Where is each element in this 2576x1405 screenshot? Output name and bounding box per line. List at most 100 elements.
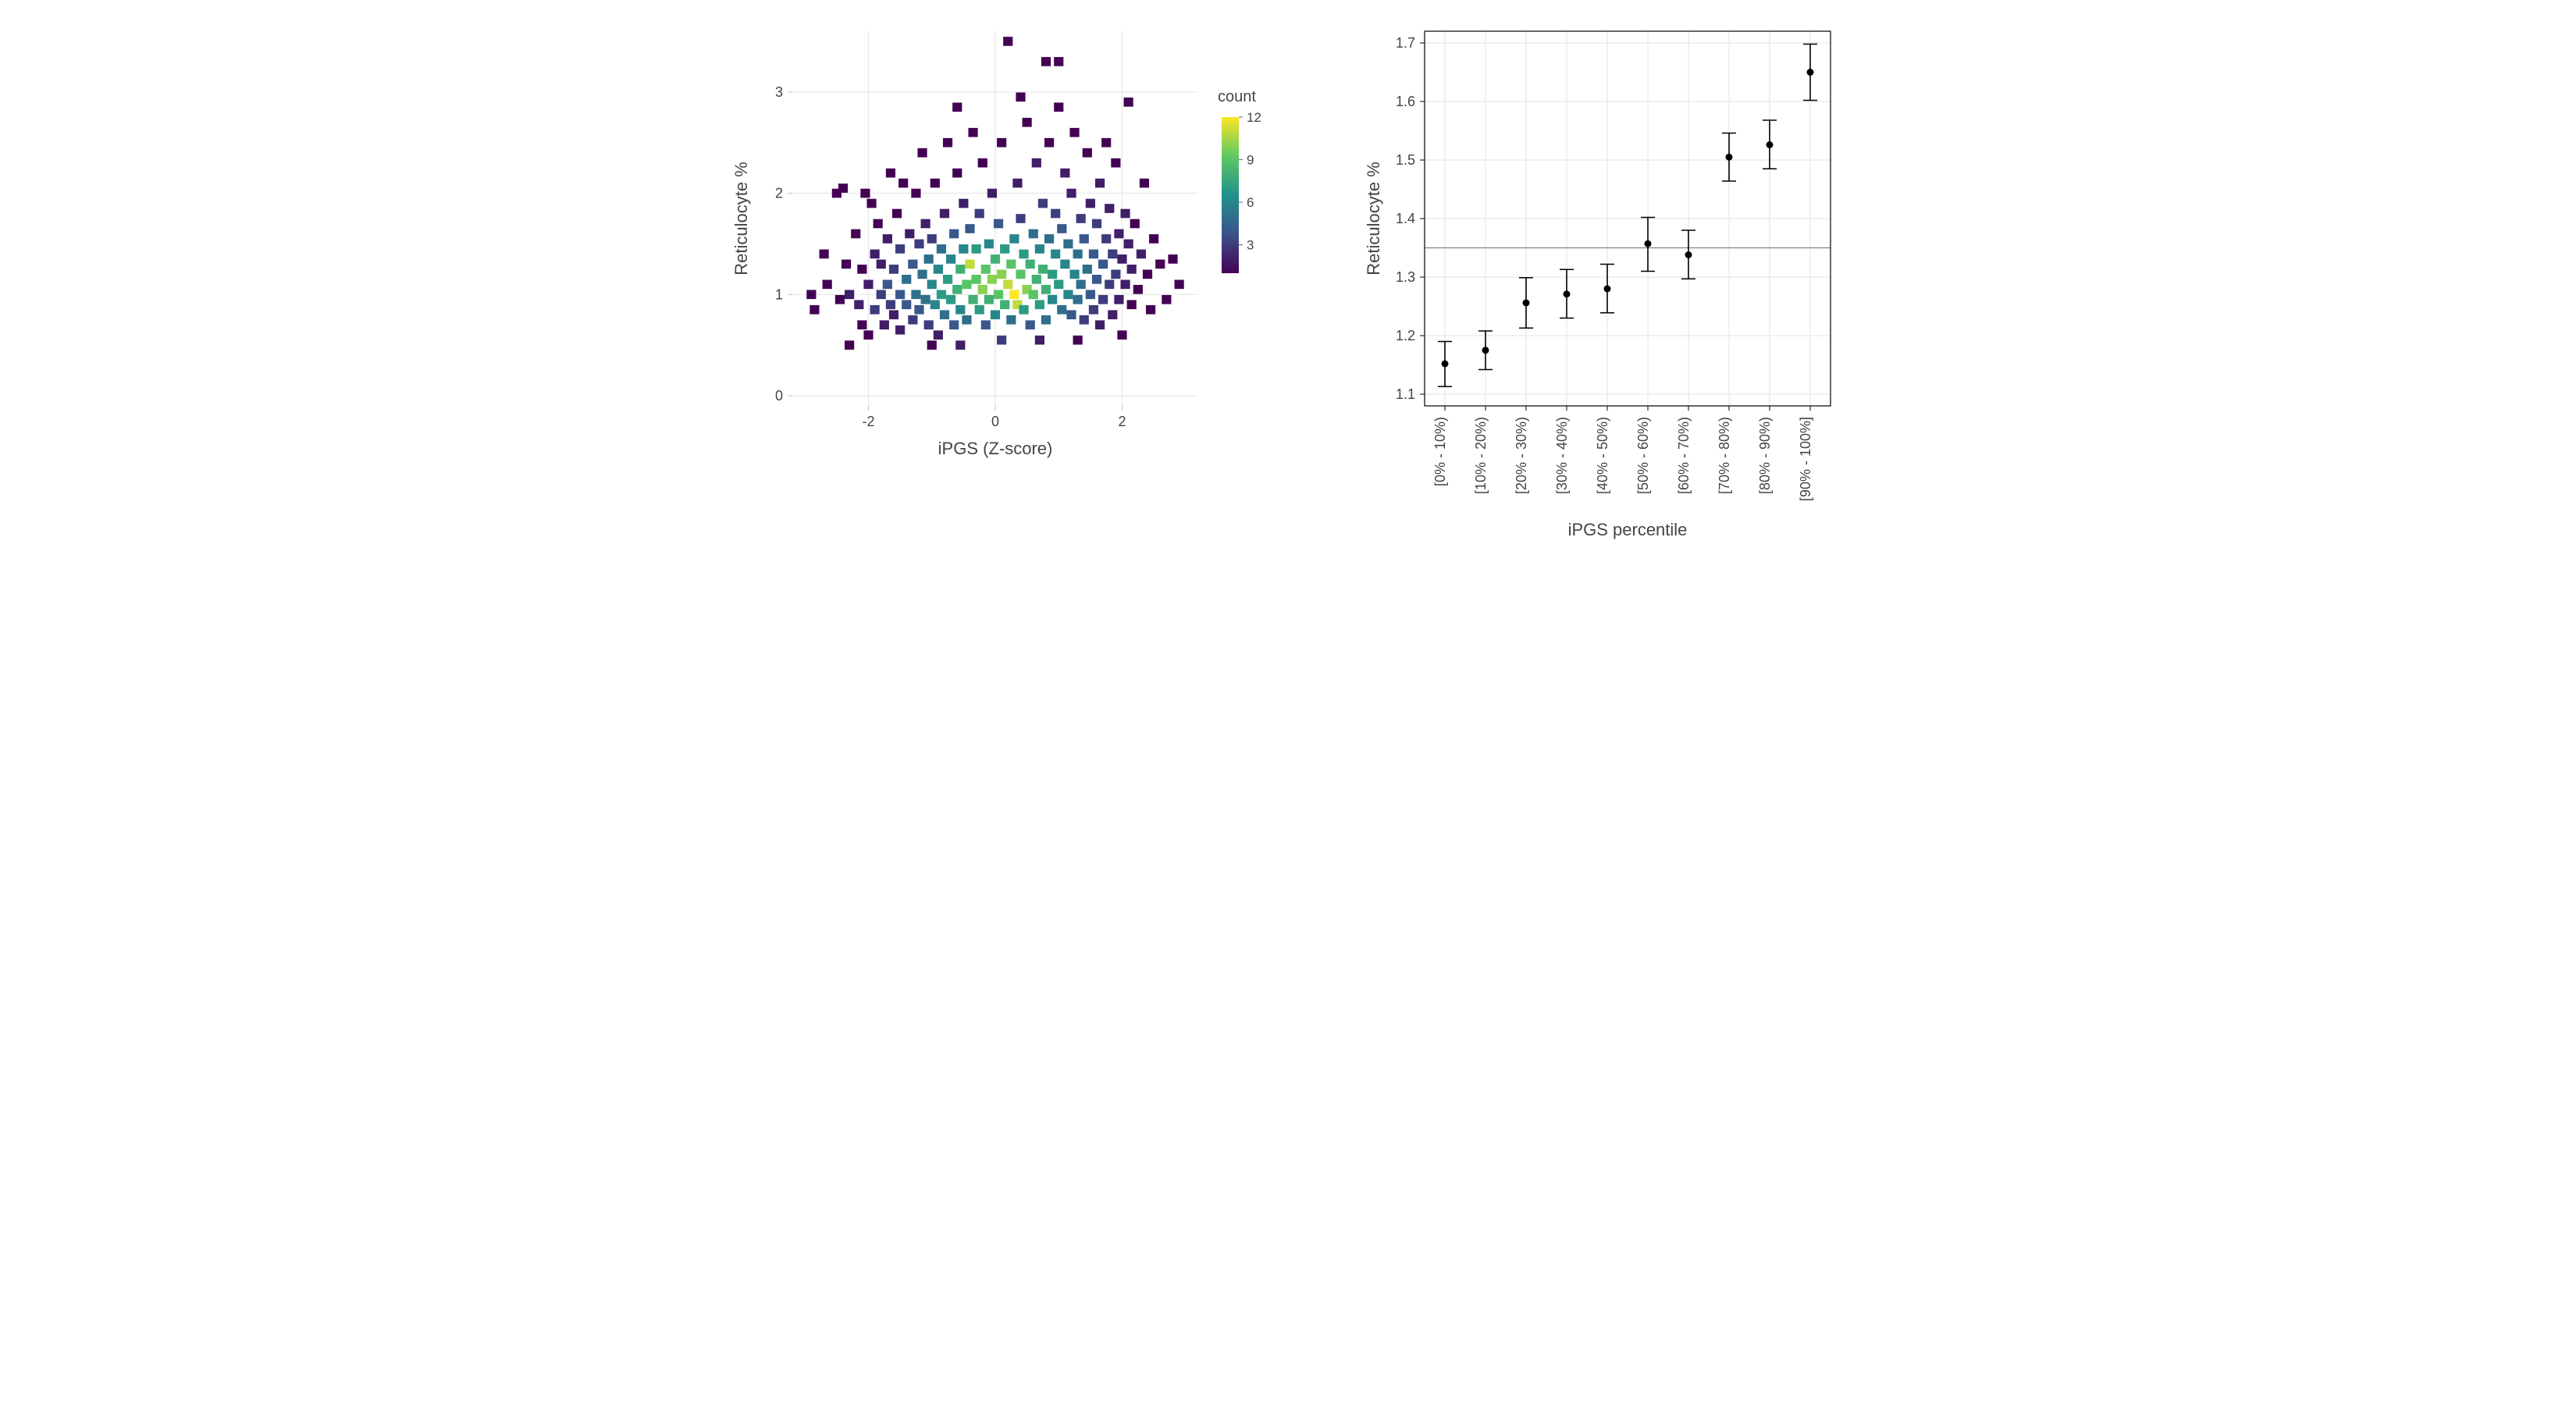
- heatmap-cell: [1114, 295, 1123, 304]
- y-axis-title: Reticulocyte %: [1364, 162, 1383, 276]
- heatmap-cell: [1073, 250, 1083, 259]
- heatmap-cell: [987, 275, 997, 284]
- colorbar: [1222, 117, 1239, 273]
- heatmap-cell: [917, 270, 927, 279]
- heatmap-cell: [981, 320, 991, 329]
- heatmap-cell: [955, 340, 965, 350]
- heatmap-cell: [978, 158, 987, 168]
- heatmap-cell: [927, 340, 937, 350]
- heatmap-cell: [943, 275, 952, 284]
- heatmap-cell: [972, 244, 981, 254]
- x-tick-label: [20% - 30%): [1514, 417, 1529, 494]
- heatmap-cell: [1026, 320, 1035, 329]
- heatmap-cell: [1016, 270, 1025, 279]
- heatmap-cell: [1003, 279, 1012, 289]
- heatmap-cell: [1124, 240, 1133, 249]
- heatmap-cell: [949, 320, 959, 329]
- heatmap-cell: [1063, 240, 1073, 249]
- data-point: [1726, 154, 1733, 161]
- heatmap-cell: [895, 244, 905, 254]
- heatmap-cell: [1009, 290, 1019, 299]
- heatmap-cell: [1127, 265, 1137, 274]
- heatmap-cell: [1080, 315, 1089, 325]
- heatmap-cell: [1060, 169, 1069, 178]
- heatmap-cell: [1038, 265, 1048, 274]
- heatmap-cell: [937, 244, 946, 254]
- heatmap-cell: [908, 315, 917, 325]
- heatmap-cell: [1006, 260, 1016, 269]
- x-tick-label: -2: [862, 414, 874, 429]
- heatmap-cell: [880, 320, 889, 329]
- heatmap-cell: [1054, 279, 1063, 289]
- heatmap-cell: [962, 315, 971, 325]
- legend-tick-label: 3: [1247, 238, 1254, 253]
- heatmap-cell: [997, 270, 1006, 279]
- y-tick-label: 1: [775, 286, 783, 302]
- heatmap-cell: [1035, 244, 1044, 254]
- heatmap-cell: [943, 138, 952, 148]
- heatmap-cell: [1117, 330, 1126, 340]
- heatmap-cell: [1006, 315, 1016, 325]
- heatmap-cell: [1108, 250, 1117, 259]
- heatmap-cell: [1120, 279, 1130, 289]
- data-point: [1604, 286, 1611, 293]
- heatmap-cell: [991, 310, 1000, 319]
- heatmap-cell: [934, 330, 943, 340]
- heatmap-cell: [845, 290, 854, 299]
- heatmap-cell: [1048, 295, 1057, 304]
- heatmap-cell: [1101, 138, 1111, 148]
- heatmap-cell: [1069, 128, 1079, 137]
- data-point: [1442, 361, 1449, 368]
- heatmap-cell: [883, 279, 892, 289]
- heatmap-cell: [1175, 279, 1184, 289]
- heatmap-cell: [1054, 102, 1063, 112]
- heatmap-cell: [1114, 229, 1123, 239]
- heatmap-cell: [902, 300, 911, 309]
- heatmap-cell: [1041, 57, 1051, 66]
- heatmap-cell: [1044, 138, 1054, 148]
- heatmap-cell: [838, 183, 848, 193]
- heatmap-cell: [1130, 219, 1140, 229]
- heatmap-cell: [1029, 290, 1038, 299]
- y-tick-label: 1.2: [1396, 328, 1415, 343]
- y-tick-label: 0: [775, 388, 783, 404]
- heatmap-cell: [1069, 270, 1079, 279]
- heatmap-cell: [1086, 199, 1095, 208]
- heatmap-cell: [1073, 336, 1083, 345]
- heatmap-cell: [1137, 250, 1146, 259]
- heatmap-cell: [1124, 98, 1133, 107]
- heatmap-cell: [987, 189, 997, 198]
- heatmap-cell: [1092, 219, 1101, 229]
- heatmap-cell: [1060, 260, 1069, 269]
- heatmap-cell: [1105, 279, 1114, 289]
- heatmap-cell: [905, 229, 914, 239]
- data-point: [1523, 300, 1530, 307]
- heatmap-cell: [924, 320, 934, 329]
- heatmap-cell: [870, 250, 880, 259]
- heatmap-cell: [934, 265, 943, 274]
- heatmap-cell: [1092, 275, 1101, 284]
- heatmap-cell: [892, 209, 902, 219]
- heatmap-cell: [1003, 37, 1012, 46]
- heatmap-cell: [1063, 290, 1073, 299]
- heatmap-cell: [1105, 204, 1114, 213]
- heatmap-cell: [959, 244, 968, 254]
- data-point: [1767, 141, 1774, 148]
- heatmap-cell: [1029, 229, 1038, 239]
- heatmap-cell: [860, 189, 870, 198]
- heatmap-cell: [968, 128, 977, 137]
- heatmap-cell: [1019, 250, 1028, 259]
- heatmap-cell: [975, 209, 984, 219]
- heatmap-cell: [952, 285, 962, 294]
- y-tick-label: 1.6: [1396, 94, 1415, 109]
- left-panel: -2020123iPGS (Z-score)Reticulocyte %coun…: [730, 16, 1315, 468]
- heatmap-cell: [940, 310, 949, 319]
- heatmap-cell: [927, 234, 937, 244]
- heatmap-cell: [851, 229, 860, 239]
- heatmap-cell: [1032, 158, 1041, 168]
- y-axis-title: Reticulocyte %: [731, 162, 751, 276]
- heatmap-cell: [1083, 265, 1092, 274]
- heatmap-cell: [978, 285, 987, 294]
- heatmap-cell: [1041, 315, 1051, 325]
- heatmap-cell: [883, 234, 892, 244]
